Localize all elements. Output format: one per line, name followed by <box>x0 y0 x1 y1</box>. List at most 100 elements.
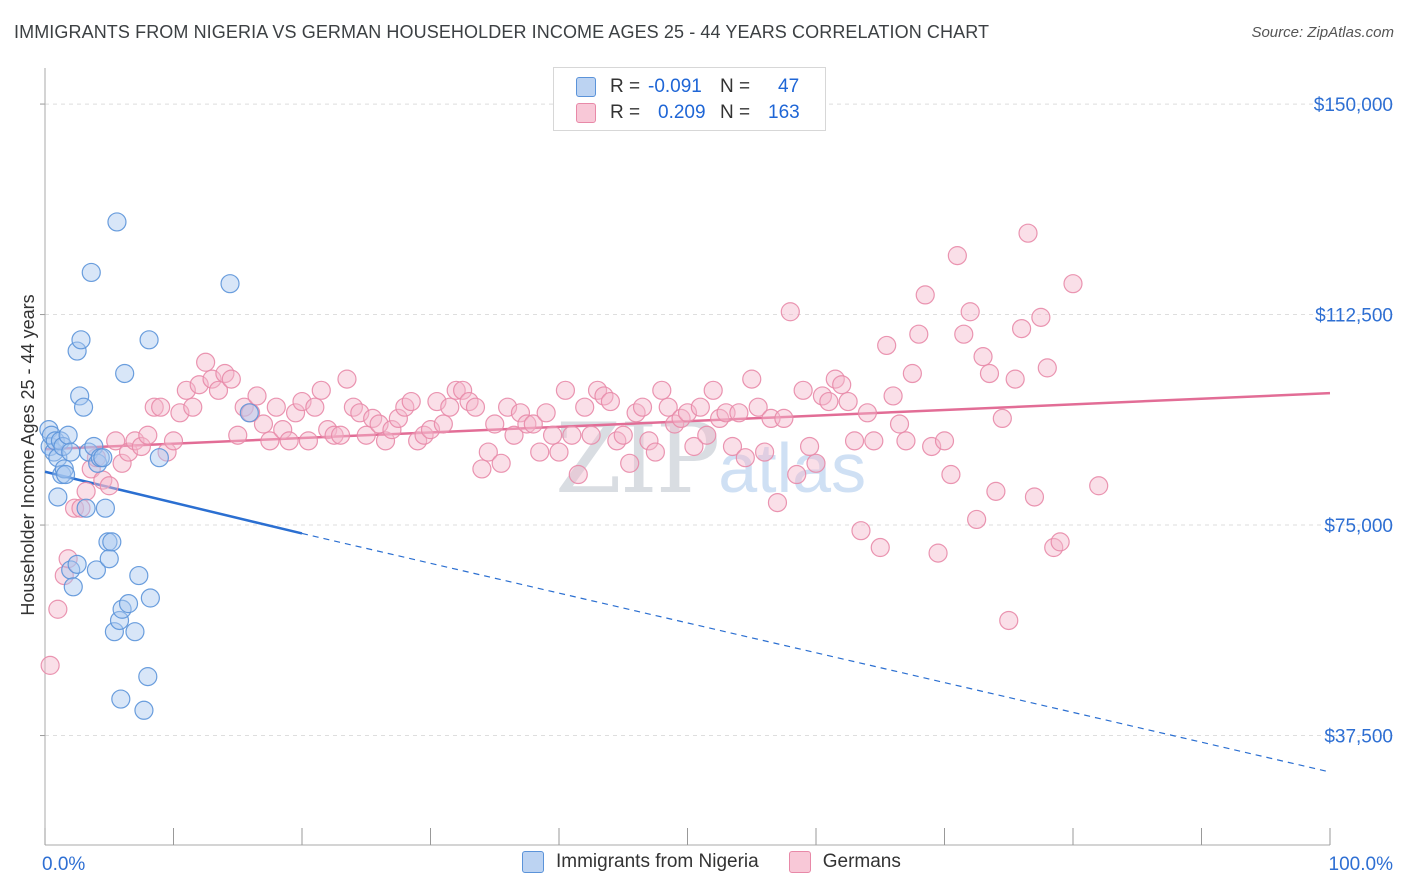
germans-point <box>973 347 993 367</box>
nigeria-point <box>81 262 101 283</box>
germans-point <box>131 436 151 457</box>
germans-point <box>517 414 537 434</box>
nigeria-point <box>134 700 154 720</box>
x-tick-label: 0.0% <box>42 854 85 875</box>
n-label: N = <box>720 76 751 97</box>
germans-point <box>767 492 788 513</box>
germans-point <box>76 481 96 501</box>
nigeria-point <box>55 464 76 485</box>
nigeria-point <box>111 689 131 709</box>
germans-point <box>549 442 569 462</box>
germans-point <box>575 397 595 417</box>
germans-point <box>992 408 1012 429</box>
nigeria-points <box>39 212 259 720</box>
germans-point <box>228 425 248 445</box>
r-value: -0.091 <box>648 76 702 97</box>
legend-item-germans: Germans <box>788 851 901 873</box>
germans-point <box>183 397 203 417</box>
germans-point <box>851 521 871 541</box>
source-note: Source: ZipAtlas.com <box>1251 24 1394 41</box>
germans-point <box>703 380 723 400</box>
nigeria-point <box>61 442 81 462</box>
nigeria-point <box>138 667 158 687</box>
germans-point <box>510 403 531 423</box>
germans-point <box>954 324 974 344</box>
germans-point <box>221 369 241 389</box>
germans-point <box>472 459 492 479</box>
germans-point <box>896 431 916 451</box>
nigeria-point <box>67 341 87 361</box>
germans-point <box>658 397 678 417</box>
y-tick-label: $75,000 <box>1324 516 1393 537</box>
germans-point <box>504 425 524 445</box>
n-value: 47 <box>778 76 800 97</box>
germans-point <box>266 397 286 417</box>
germans-swatch <box>788 851 811 873</box>
germans-point <box>260 431 280 451</box>
germans-point <box>722 436 743 457</box>
germans-point <box>864 431 884 451</box>
germans-point <box>64 498 85 518</box>
nigeria-trend-extension <box>301 532 1331 773</box>
nigeria-point <box>71 330 91 350</box>
nigeria-point <box>125 622 145 642</box>
nigeria-point <box>107 212 127 232</box>
germans-point <box>446 380 466 400</box>
germans-point <box>684 436 704 457</box>
nigeria-point <box>63 577 83 597</box>
germans-point <box>735 448 755 468</box>
germans-point <box>889 414 910 434</box>
germans-point <box>138 425 158 445</box>
germans-swatch <box>576 103 596 123</box>
nigeria-point <box>118 594 139 614</box>
germans-point <box>112 453 132 473</box>
nigeria-point <box>140 588 160 608</box>
germans-point <box>999 610 1019 631</box>
legend-row-germans: R = 0.209 N = 163 <box>576 100 800 126</box>
y-axis-label: Householder Income Ages 25 - 44 years <box>18 294 38 615</box>
germans-point <box>742 369 762 389</box>
germans-point <box>883 386 903 406</box>
germans-point <box>1018 223 1038 243</box>
germans-point <box>151 397 171 417</box>
germans-point <box>1005 369 1025 389</box>
germans-point <box>1024 487 1045 507</box>
germans-point <box>208 380 229 400</box>
germans-point <box>581 425 601 445</box>
germans-point <box>947 246 967 266</box>
germans-point <box>279 431 299 451</box>
germans-point <box>838 391 858 412</box>
nigeria-point <box>58 425 78 445</box>
germans-point <box>986 481 1006 501</box>
germans-point <box>196 352 216 372</box>
nigeria-point <box>99 549 119 569</box>
nigeria-point <box>239 403 259 423</box>
germans-point <box>844 431 865 451</box>
nigeria-swatch <box>576 77 596 97</box>
n-label: N = <box>720 102 751 123</box>
germans-point <box>478 442 498 462</box>
axes <box>40 68 1331 846</box>
nigeria-point <box>70 386 90 406</box>
germans-point <box>799 436 820 457</box>
germans-point <box>433 414 453 434</box>
germans-point <box>562 425 582 445</box>
germans-point <box>1031 307 1051 327</box>
nigeria-point <box>220 274 240 294</box>
legend-row-nigeria: R = -0.091 N = 47 <box>576 74 799 100</box>
nigeria-swatch <box>522 851 544 873</box>
germans-point <box>305 397 325 417</box>
nigeria-point <box>95 498 115 518</box>
germans-point <box>388 408 408 429</box>
n-value: 163 <box>768 102 800 123</box>
germans-point <box>253 414 274 434</box>
germans-point <box>1063 274 1083 294</box>
stats-legend: R = -0.091 N = 47 R = 0.209 N = 163 <box>553 67 826 131</box>
germans-point <box>40 655 60 675</box>
germans-point <box>106 431 126 451</box>
germans-point <box>163 431 184 451</box>
germans-point <box>960 302 980 322</box>
germans-point <box>99 476 119 496</box>
germans-point <box>979 363 1000 384</box>
